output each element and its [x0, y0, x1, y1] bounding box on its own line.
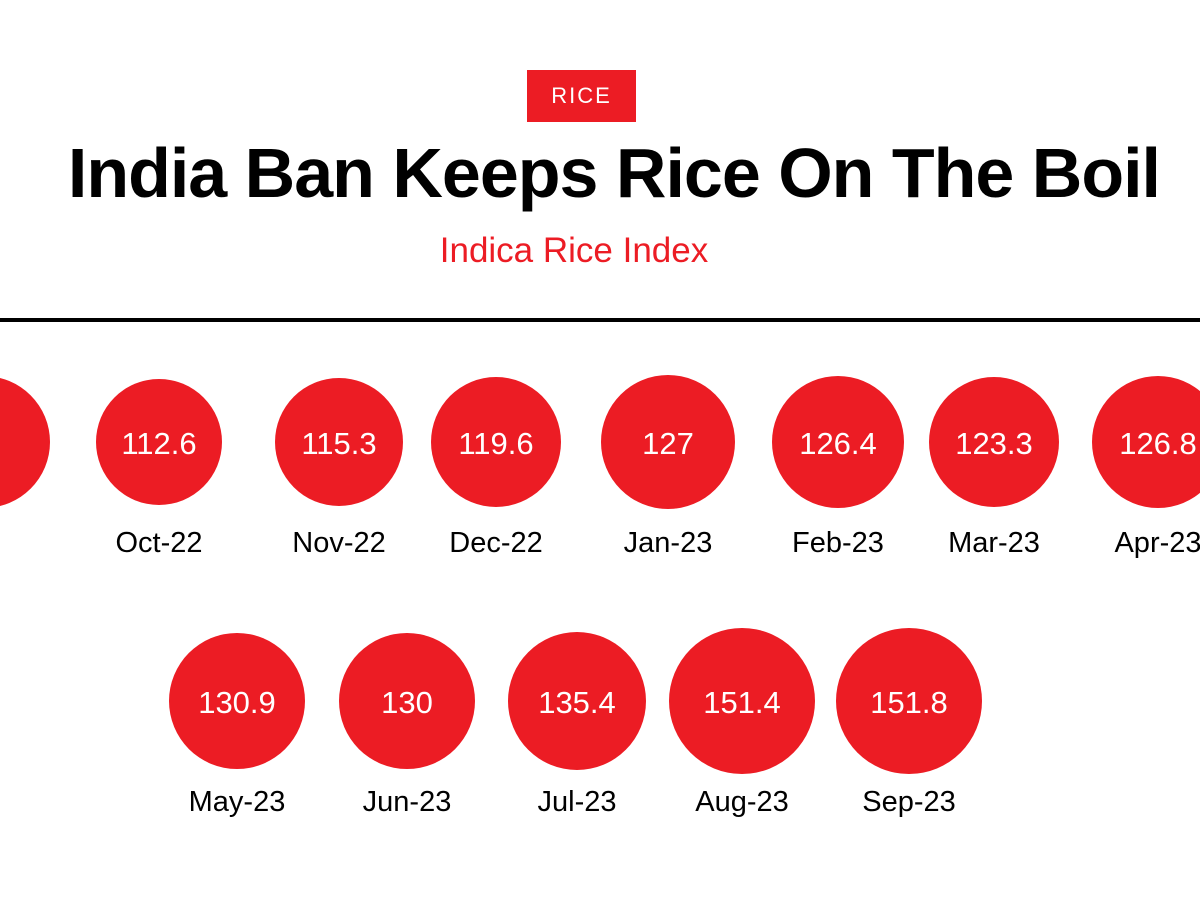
value-label-may-23: 130.9 — [198, 685, 276, 720]
category-label-nov-22: Nov-22 — [292, 527, 386, 559]
category-label-jun-23: Jun-23 — [363, 786, 452, 818]
bubble-mar-23 — [929, 377, 1059, 507]
category-label-aug-23: Aug-23 — [695, 786, 789, 818]
category-label-oct-22: Oct-22 — [115, 527, 202, 559]
value-label-jan-23: 127 — [642, 426, 694, 461]
category-label-sep-23: Sep-23 — [862, 786, 956, 818]
category-label-mar-23: Mar-23 — [948, 527, 1040, 559]
category-tag: RICE — [527, 70, 636, 122]
value-label-dec-22: 119.6 — [458, 426, 533, 461]
category-label-jan-23: Jan-23 — [624, 527, 713, 559]
bubble-apr-23 — [1092, 376, 1200, 508]
category-label-may-23: May-23 — [189, 786, 286, 818]
value-label-oct-22: 112.6 — [121, 426, 196, 461]
bubble-jan-23 — [601, 375, 735, 509]
bubble-sep-22 — [0, 377, 50, 507]
value-label-sep-23: 151.8 — [870, 685, 948, 720]
bubble-feb-23 — [772, 376, 904, 508]
value-label-jun-23: 130 — [381, 685, 433, 720]
chart-subtitle: Indica Rice Index — [439, 231, 709, 270]
bubble-may-23 — [169, 633, 305, 769]
value-label-feb-23: 126.4 — [799, 426, 877, 461]
chart-title: India Ban Keeps Rice On The Boil — [67, 134, 1161, 212]
bubble-jul-23 — [508, 632, 646, 770]
bubble-dec-22 — [431, 377, 561, 507]
category-label-feb-23: Feb-23 — [792, 527, 884, 559]
bubble-sep-23 — [836, 628, 982, 774]
value-label-apr-23: 126.8 — [1119, 426, 1197, 461]
value-label-mar-23: 123.3 — [955, 426, 1033, 461]
divider-rule — [0, 318, 1200, 322]
value-label-nov-22: 115.3 — [301, 426, 376, 461]
bubble-aug-23 — [669, 628, 815, 774]
category-label-jul-23: Jul-23 — [538, 786, 617, 818]
category-label-dec-22: Dec-22 — [449, 527, 543, 559]
value-label-jul-23: 135.4 — [538, 685, 616, 720]
value-label-aug-23: 151.4 — [703, 685, 781, 720]
bubble-jun-23 — [339, 633, 475, 769]
bubble-oct-22 — [96, 379, 222, 505]
bubble-nov-22 — [275, 378, 403, 506]
category-label-apr-23: Apr-23 — [1114, 527, 1200, 559]
